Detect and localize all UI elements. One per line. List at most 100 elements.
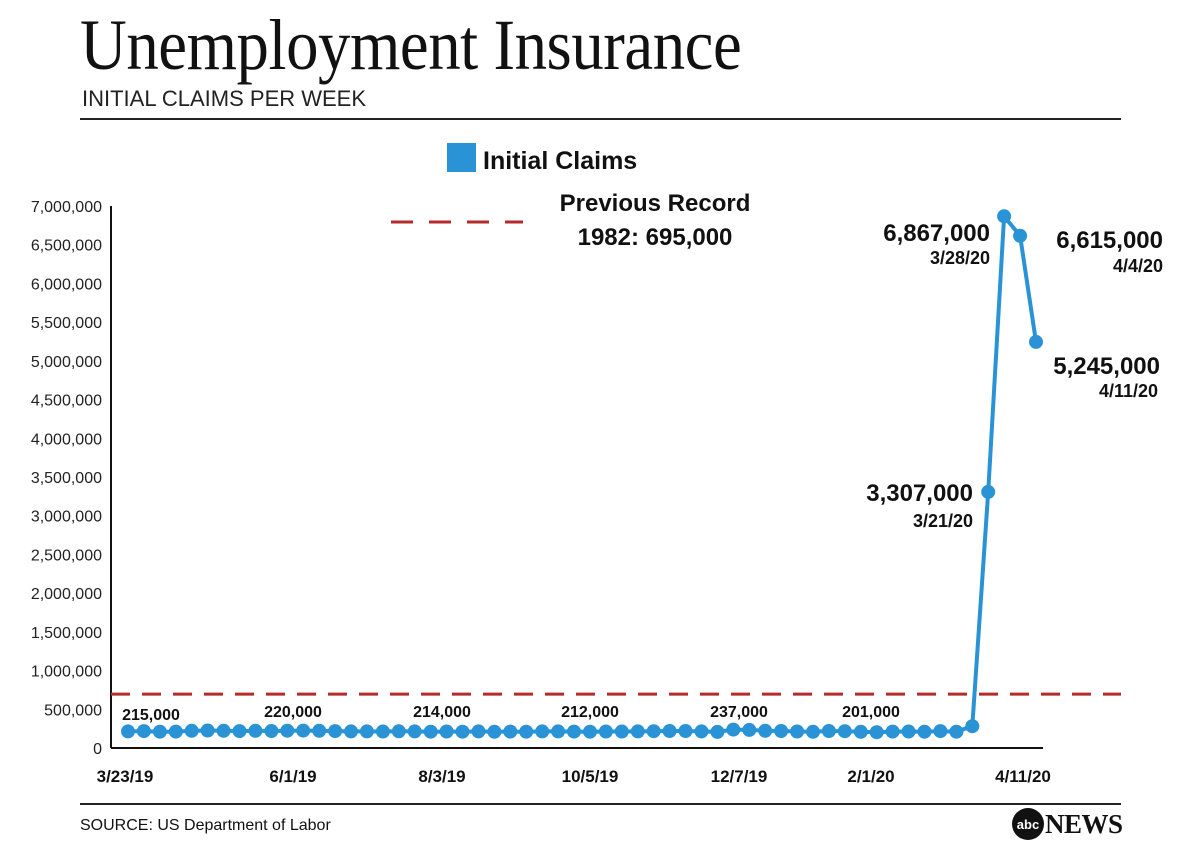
value-label: 237,000 — [710, 704, 768, 721]
y-tick-label: 0 — [93, 741, 102, 758]
data-point — [200, 723, 215, 738]
value-label: 215,000 — [122, 707, 180, 724]
y-tick-label: 4,000,000 — [31, 431, 102, 448]
data-point — [742, 722, 757, 737]
y-tick-label: 500,000 — [44, 702, 102, 719]
y-tick-label: 1,000,000 — [31, 664, 102, 681]
legend-label: Initial Claims — [483, 147, 637, 175]
legend-swatch — [447, 143, 476, 172]
abc-news-logo: abc NEWS — [1012, 808, 1123, 840]
abc-logo-mark: abc — [1012, 808, 1044, 840]
data-point — [152, 724, 167, 739]
data-point — [136, 724, 151, 739]
data-point — [1013, 228, 1028, 243]
y-axis-ticks: 7,000,000 6,500,000 6,000,000 5,500,000 5,00… — [31, 199, 102, 758]
x-tick-label: 12/7/19 — [711, 767, 768, 786]
annotation-value: 6,615,000 — [1056, 227, 1163, 254]
data-point — [646, 724, 661, 739]
data-point — [121, 724, 135, 739]
value-label: 212,000 — [561, 704, 619, 721]
x-tick-label: 2/1/20 — [847, 767, 894, 786]
y-tick-label: 2,000,000 — [31, 586, 102, 603]
annotation-date: 4/4/20 — [1113, 256, 1163, 276]
x-tick-label: 10/5/19 — [562, 767, 619, 786]
y-tick-label: 1,500,000 — [31, 625, 102, 642]
x-tick-label: 8/3/19 — [418, 767, 465, 786]
data-point — [344, 724, 358, 739]
annotation-value: 6,867,000 — [883, 220, 990, 247]
y-tick-label: 5,000,000 — [31, 354, 102, 371]
data-point — [869, 725, 884, 740]
data-point — [391, 724, 406, 739]
data-point — [248, 723, 263, 738]
value-label: 214,000 — [413, 704, 471, 721]
y-tick-label: 4,500,000 — [31, 393, 102, 410]
data-point — [758, 723, 773, 738]
record-label-line2: 1982: 695,000 — [578, 224, 733, 251]
data-point — [375, 724, 390, 739]
data-point — [885, 724, 900, 739]
annotation-value: 5,245,000 — [1053, 353, 1160, 380]
annotation-date: 3/28/20 — [930, 248, 990, 268]
annotation-date: 3/21/20 — [913, 511, 973, 531]
value-label: 201,000 — [842, 704, 900, 721]
header-divider — [80, 118, 1121, 120]
data-point — [280, 723, 295, 738]
data-point — [853, 724, 868, 739]
data-point — [710, 724, 725, 739]
data-point — [439, 724, 454, 739]
data-point — [184, 723, 199, 738]
data-point — [614, 724, 629, 739]
series-points — [121, 209, 1043, 740]
y-tick-label: 6,000,000 — [31, 276, 102, 293]
data-point — [535, 724, 550, 739]
data-point — [997, 209, 1012, 224]
y-tick-label: 2,500,000 — [31, 547, 102, 564]
data-point — [551, 724, 566, 739]
data-point — [790, 724, 805, 739]
data-point — [821, 724, 836, 738]
record-label-line1: Previous Record — [560, 190, 751, 217]
data-point — [630, 724, 645, 739]
data-point — [917, 724, 932, 739]
data-point — [567, 724, 581, 739]
annotation-value: 3,307,000 — [866, 480, 973, 507]
data-point — [487, 724, 502, 739]
y-tick-label: 7,000,000 — [31, 199, 102, 216]
x-tick-label: 3/23/19 — [97, 767, 154, 786]
data-point — [471, 724, 486, 739]
y-tick-label: 3,500,000 — [31, 470, 102, 487]
data-point — [981, 484, 996, 499]
annotation-date: 4/11/20 — [1099, 381, 1158, 401]
data-point — [312, 723, 327, 738]
chart-subtitle: INITIAL CLAIMS PER WEEK — [82, 86, 367, 111]
data-point — [455, 724, 470, 739]
data-point — [519, 724, 534, 739]
data-point — [328, 724, 343, 739]
data-point — [965, 719, 980, 734]
data-point — [264, 724, 279, 738]
data-point — [232, 724, 247, 739]
x-axis-ticks: 3/23/19 6/1/19 8/3/19 10/5/19 12/7/19 2/1/20 4… — [97, 767, 1051, 786]
y-tick-label: 5,500,000 — [31, 315, 102, 332]
source-note: SOURCE: US Department of Labor — [80, 817, 331, 834]
data-point — [806, 724, 820, 739]
data-point — [216, 723, 231, 738]
data-point — [423, 724, 438, 739]
data-point — [726, 722, 741, 737]
data-point — [583, 724, 597, 739]
data-point — [359, 724, 374, 739]
data-point — [598, 724, 613, 739]
news-logo-text: NEWS — [1045, 808, 1123, 839]
data-point — [1029, 334, 1043, 349]
data-point — [774, 724, 789, 738]
series-line-initial-claims — [127, 214, 1038, 735]
data-point — [694, 724, 709, 739]
y-tick-label: 3,000,000 — [31, 509, 102, 526]
x-tick-label: 4/11/20 — [995, 767, 1051, 786]
data-point — [678, 724, 693, 738]
x-tick-label: 6/1/19 — [269, 767, 316, 786]
data-point — [949, 724, 964, 739]
data-point — [296, 723, 311, 738]
chart-title: Unemployment Insurance — [80, 5, 742, 85]
